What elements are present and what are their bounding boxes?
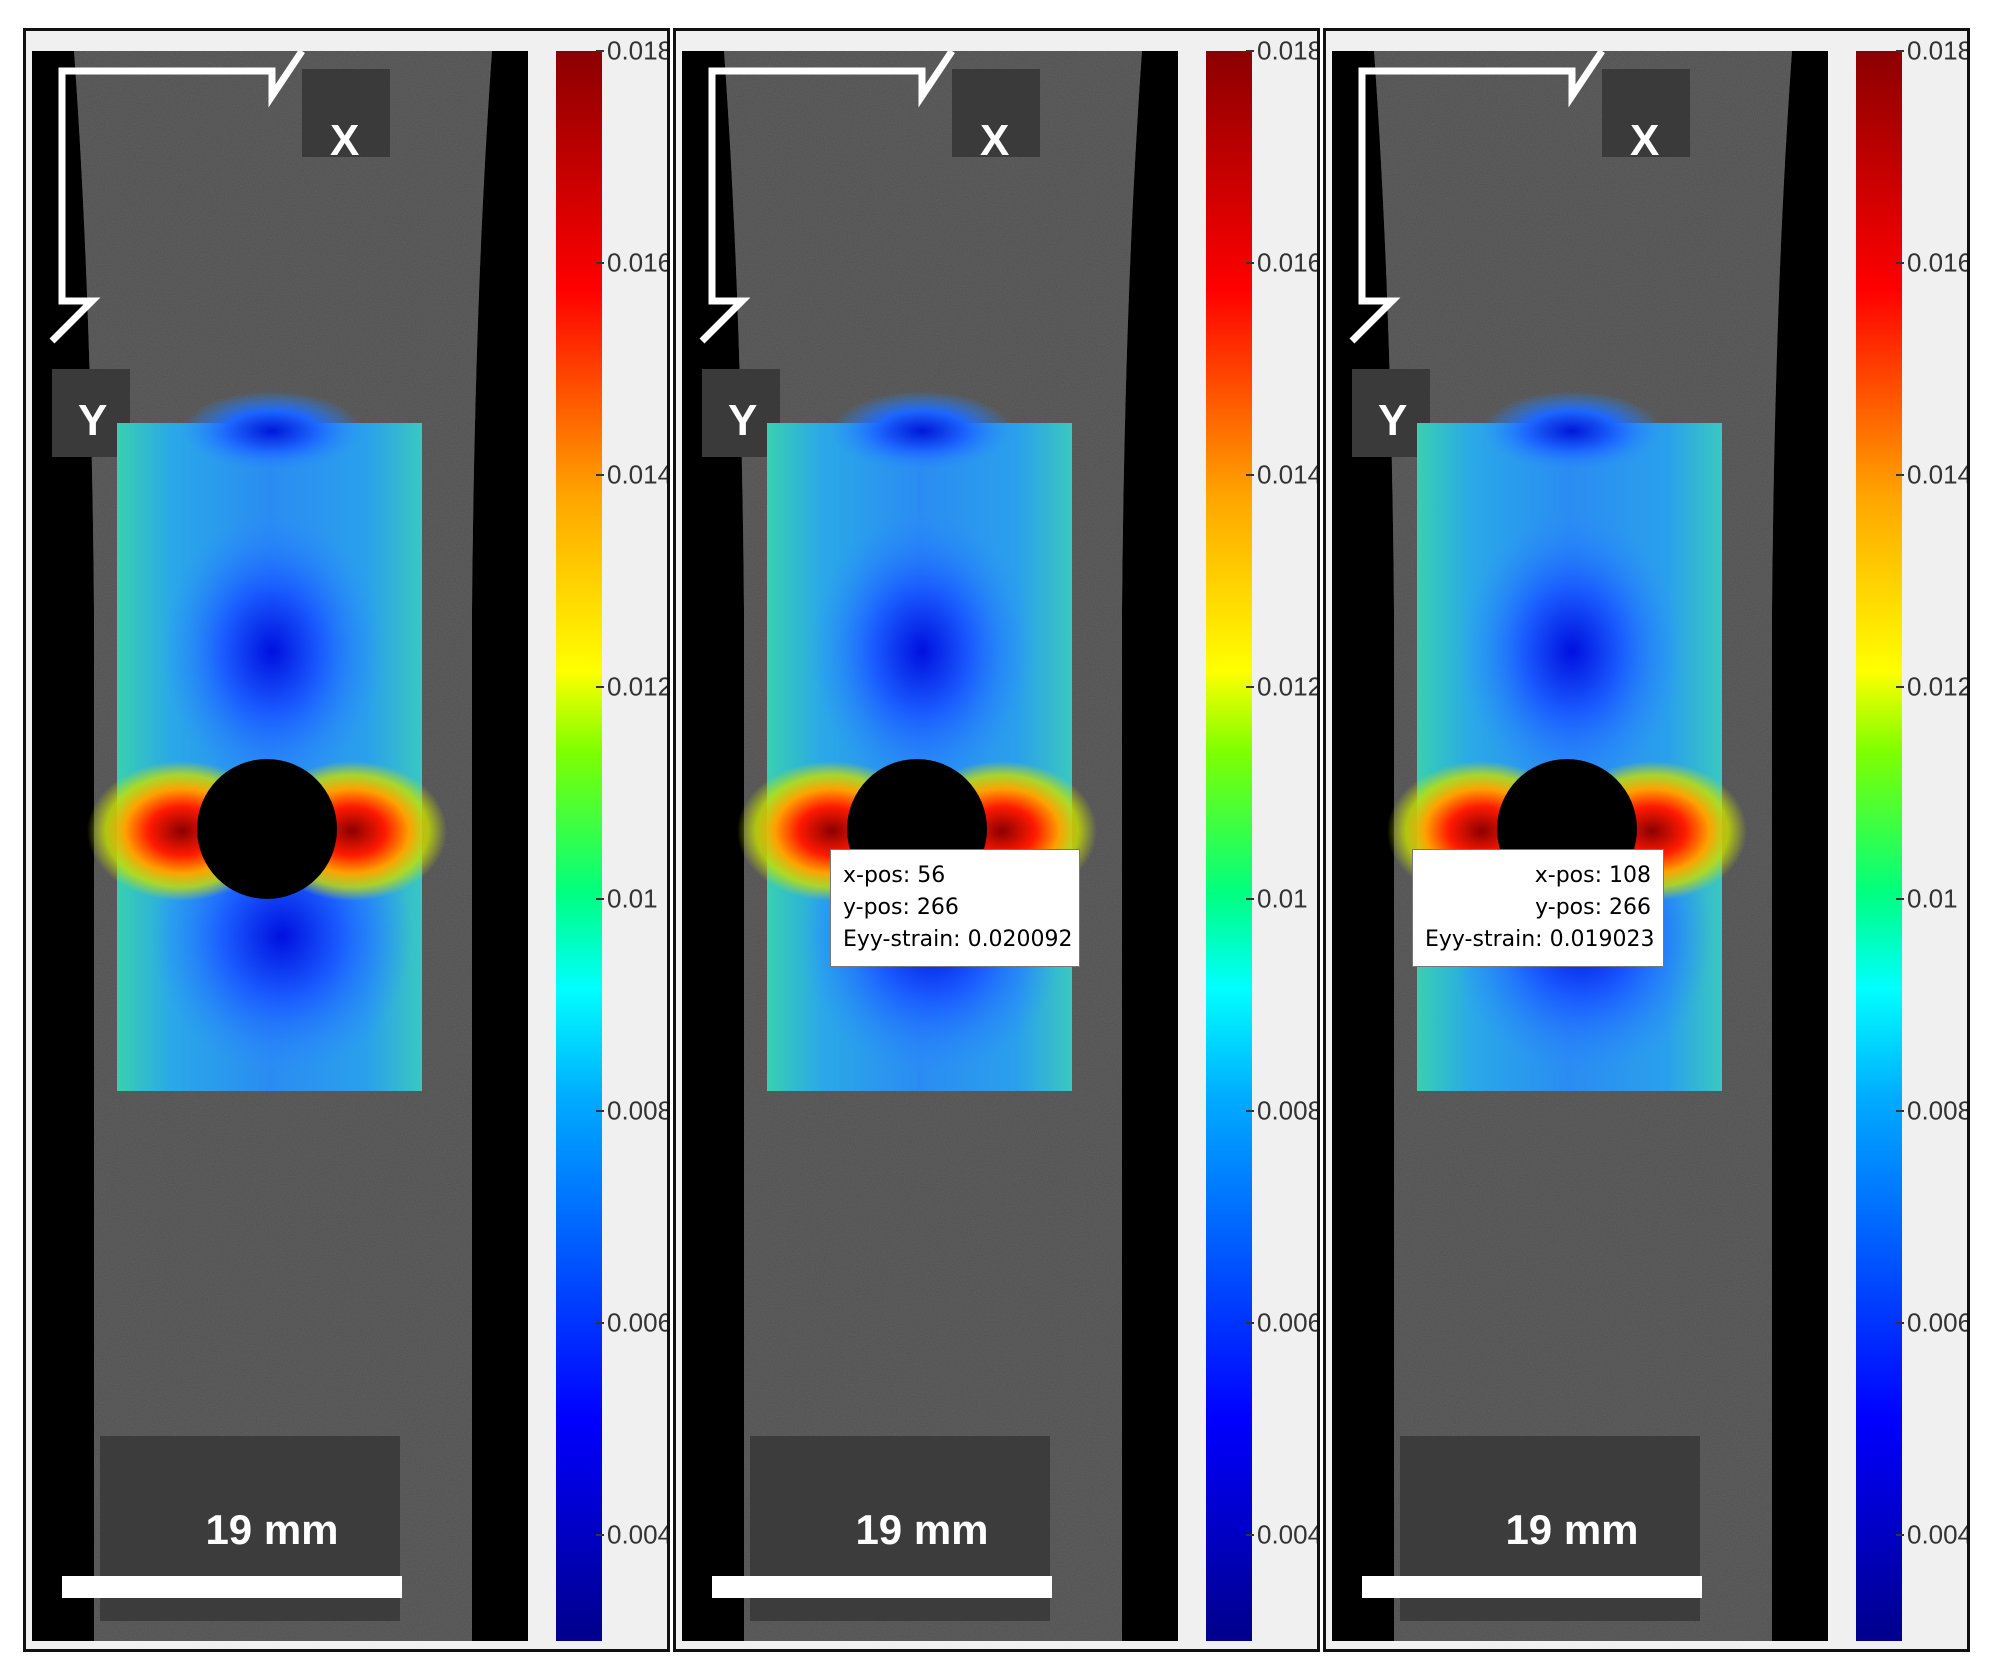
scale-bar-label: 19 mm xyxy=(205,1506,339,1553)
colorbar-tick-mark xyxy=(1246,474,1254,476)
x-axis-label: X xyxy=(330,116,360,165)
data-tip-y: y-pos: 266 xyxy=(843,895,959,920)
axis-arrow xyxy=(49,51,305,344)
x-axis-label: X xyxy=(980,116,1010,165)
panel-2: X Y 19 mm x-pos: 56 y-pos: 266 Eyy-strai… xyxy=(673,28,1320,1652)
colorbar-tick-mark xyxy=(1246,898,1254,900)
y-axis-label: Y xyxy=(728,396,758,445)
axis-arrow xyxy=(1349,51,1605,344)
data-tip-x: x-pos: 108 xyxy=(1534,863,1651,888)
colorbar-tick-label: 0.01 xyxy=(607,883,658,914)
specimen-image: X Y 19 mm xyxy=(32,51,528,1641)
colorbar-tick-label: 0.014 xyxy=(1257,459,1320,490)
x-label-box xyxy=(302,69,390,157)
scale-bar xyxy=(712,1576,1052,1598)
strain-field xyxy=(87,391,447,1091)
colorbar xyxy=(1856,51,1902,1641)
colorbar-tick-mark xyxy=(1896,898,1904,900)
colorbar-tick-mark xyxy=(596,686,604,688)
colorbar-tick-mark xyxy=(596,262,604,264)
colorbar-tick-label: 0.014 xyxy=(607,459,670,490)
colorbar-tick-label: 0.01 xyxy=(1257,883,1308,914)
panel-1: X Y 19 mm 0.018 0.016 0.014 0.012 0.01 0.008 0… xyxy=(23,28,670,1652)
data-tip-strain: Eyy-strain: 0.019023 xyxy=(1425,927,1655,952)
colorbar-tick-mark xyxy=(1246,1534,1254,1536)
colorbar-tick-mark xyxy=(1896,686,1904,688)
colorbar-tick-mark xyxy=(1896,1322,1904,1324)
colorbar-tick-label: 0.006 xyxy=(607,1307,670,1338)
panel-3: X Y 19 mm x-pos: 108 y-pos: 266 Eyy-stra… xyxy=(1323,28,1970,1652)
data-tip-strain: Eyy-strain: 0.020092 xyxy=(843,927,1073,952)
colorbar-tick-label: 0.012 xyxy=(1257,671,1320,702)
colorbar-tick-mark xyxy=(1896,262,1904,264)
colorbar-tick-mark xyxy=(1896,1110,1904,1112)
colorbar-tick-label: 0.012 xyxy=(1907,671,1970,702)
colorbar xyxy=(556,51,602,1641)
data-tip: x-pos: 56 y-pos: 266 Eyy-strain: 0.02009… xyxy=(830,849,1080,967)
x-axis-label: X xyxy=(1630,116,1660,165)
specimen-image: X Y 19 mm x-pos: 56 y-pos: 266 Eyy-strai… xyxy=(682,51,1178,1641)
colorbar-tick-mark xyxy=(596,898,604,900)
specimen-svg xyxy=(49,51,492,1641)
colorbar-tick-mark xyxy=(596,1110,604,1112)
colorbar-tick-label: 0.018 xyxy=(1907,35,1970,66)
specimen-image: X Y 19 mm x-pos: 108 y-pos: 266 Eyy-stra… xyxy=(1332,51,1828,1641)
axis-arrow xyxy=(699,51,955,344)
colorbar-tick-label: 0.01 xyxy=(1907,883,1958,914)
colorbar-tick-label: 0.008 xyxy=(1907,1095,1970,1126)
colorbar-tick-label: 0.018 xyxy=(607,35,670,66)
colorbar xyxy=(1206,51,1252,1641)
colorbar-tick-mark xyxy=(596,1534,604,1536)
data-tip: x-pos: 108 y-pos: 266 Eyy-strain: 0.0190… xyxy=(1412,849,1664,967)
hole xyxy=(197,759,337,899)
x-label-box xyxy=(1602,69,1690,157)
specimen-svg xyxy=(699,51,1142,1641)
colorbar-tick-mark xyxy=(1896,474,1904,476)
scale-bar-label: 19 mm xyxy=(1505,1506,1639,1553)
scale-bar-label: 19 mm xyxy=(855,1506,989,1553)
colorbar-tick-label: 0.006 xyxy=(1907,1307,1970,1338)
colorbar-tick-label: 0.004 xyxy=(1257,1519,1320,1550)
colorbar-tick-label: 0.006 xyxy=(1257,1307,1320,1338)
colorbar-tick-mark xyxy=(1896,1534,1904,1536)
colorbar-tick-label: 0.004 xyxy=(1907,1519,1970,1550)
colorbar-tick-mark xyxy=(1246,1110,1254,1112)
specimen-svg xyxy=(1349,51,1792,1641)
colorbar-tick-label: 0.008 xyxy=(1257,1095,1320,1126)
colorbar-tick-mark xyxy=(596,474,604,476)
colorbar-tick-mark xyxy=(1896,50,1904,52)
colorbar-tick-label: 0.016 xyxy=(1907,247,1970,278)
colorbar-tick-mark xyxy=(1246,50,1254,52)
strain-field xyxy=(1387,391,1747,1091)
scale-bar xyxy=(62,1576,402,1598)
data-tip-x: x-pos: 56 xyxy=(843,863,946,888)
colorbar-tick-label: 0.012 xyxy=(607,671,670,702)
x-label-box xyxy=(952,69,1040,157)
colorbar-tick-mark xyxy=(596,1322,604,1324)
colorbar-tick-mark xyxy=(1246,1322,1254,1324)
colorbar-tick-label: 0.016 xyxy=(1257,247,1320,278)
colorbar-tick-mark xyxy=(1246,686,1254,688)
colorbar-tick-mark xyxy=(596,50,604,52)
colorbar-tick-label: 0.004 xyxy=(607,1519,670,1550)
colorbar-tick-mark xyxy=(1246,262,1254,264)
data-tip-y: y-pos: 266 xyxy=(1535,895,1651,920)
strain-field xyxy=(737,391,1097,1091)
colorbar-tick-label: 0.014 xyxy=(1907,459,1970,490)
colorbar-tick-label: 0.008 xyxy=(607,1095,670,1126)
colorbar-tick-label: 0.018 xyxy=(1257,35,1320,66)
colorbar-tick-label: 0.016 xyxy=(607,247,670,278)
scale-bar xyxy=(1362,1576,1702,1598)
y-axis-label: Y xyxy=(1378,396,1408,445)
y-axis-label: Y xyxy=(78,396,108,445)
